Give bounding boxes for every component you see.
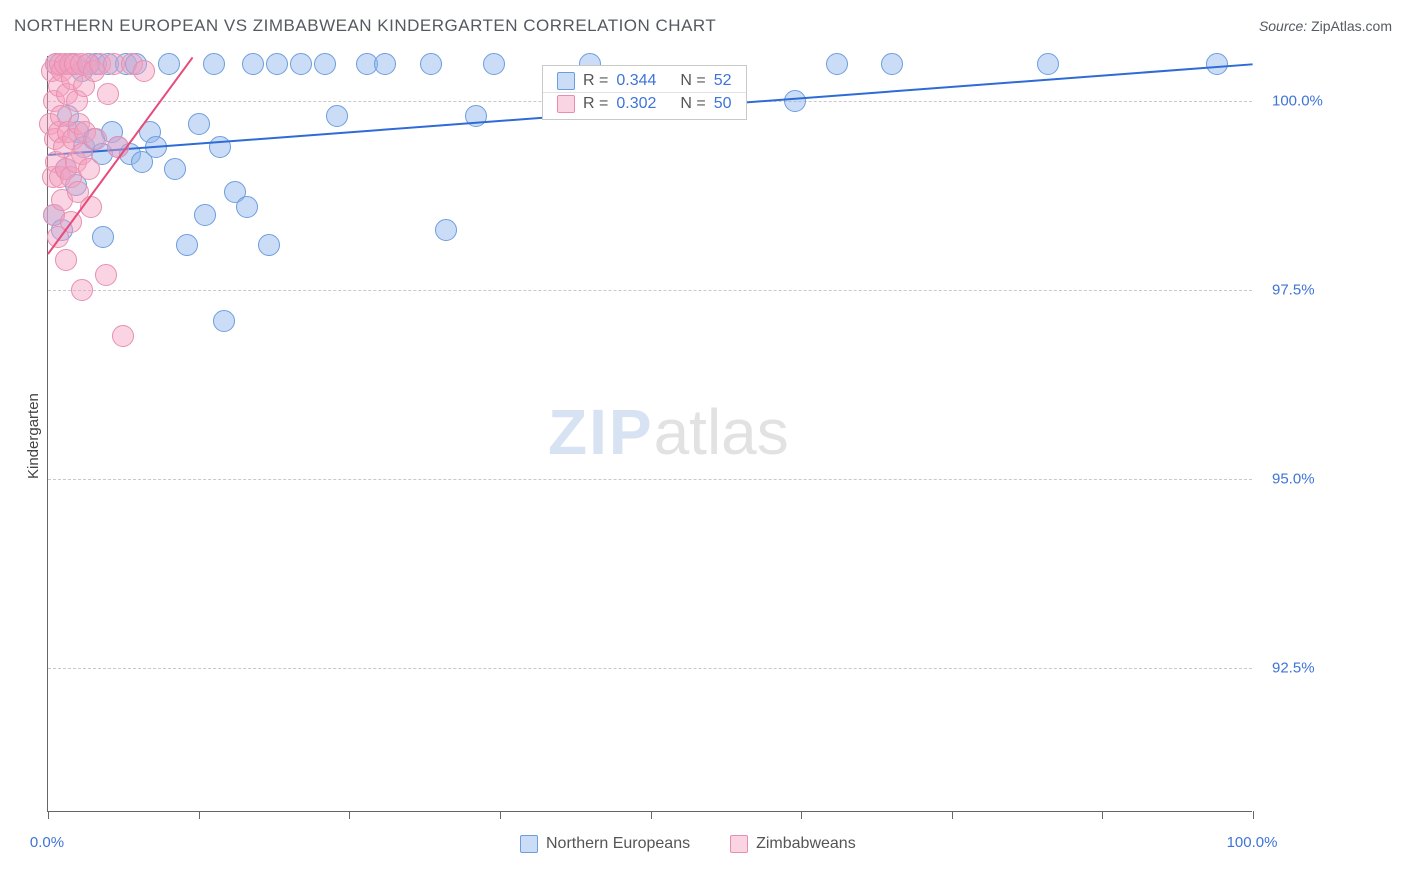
- data-point: [326, 105, 348, 127]
- series-legend: Northern Europeans Zimbabweans: [520, 835, 856, 853]
- r-label: R =: [583, 72, 608, 90]
- data-point: [203, 53, 225, 75]
- data-point: [483, 53, 505, 75]
- data-point: [97, 83, 119, 105]
- r-label: R =: [583, 95, 608, 113]
- x-tick: [349, 811, 350, 819]
- data-point: [92, 226, 114, 248]
- r-value: 0.302: [616, 95, 656, 113]
- n-label: N =: [680, 72, 705, 90]
- x-tick: [1253, 811, 1254, 819]
- x-tick: [801, 811, 802, 819]
- legend-swatch: [557, 95, 575, 113]
- legend-swatch: [520, 835, 538, 853]
- chart-header: NORTHERN EUROPEAN VS ZIMBABWEAN KINDERGA…: [0, 0, 1406, 52]
- data-point: [420, 53, 442, 75]
- source-value: ZipAtlas.com: [1311, 18, 1392, 34]
- r-value: 0.344: [616, 72, 656, 90]
- data-point: [158, 53, 180, 75]
- data-point: [314, 53, 336, 75]
- data-point: [85, 128, 107, 150]
- data-point: [881, 53, 903, 75]
- n-value: 52: [714, 72, 732, 90]
- data-point: [112, 325, 134, 347]
- gridline: [48, 290, 1252, 291]
- stats-legend-row: R = 0.344 N = 52: [543, 70, 746, 92]
- y-tick-label: 95.0%: [1272, 471, 1315, 488]
- data-point: [242, 53, 264, 75]
- data-point: [95, 264, 117, 286]
- x-tick-label: 0.0%: [30, 834, 64, 851]
- data-point: [266, 53, 288, 75]
- x-tick: [500, 811, 501, 819]
- data-point: [784, 90, 806, 112]
- legend-swatch: [557, 72, 575, 90]
- x-tick: [1102, 811, 1103, 819]
- n-label: N =: [680, 95, 705, 113]
- y-tick-label: 100.0%: [1272, 93, 1323, 110]
- data-point: [374, 53, 396, 75]
- legend-item: Zimbabweans: [730, 835, 856, 853]
- data-point: [164, 158, 186, 180]
- data-point: [133, 60, 155, 82]
- data-point: [55, 249, 77, 271]
- data-point: [435, 219, 457, 241]
- chart-title: NORTHERN EUROPEAN VS ZIMBABWEAN KINDERGA…: [14, 16, 716, 36]
- source-attribution: Source: ZipAtlas.com: [1259, 18, 1392, 34]
- legend-item: Northern Europeans: [520, 835, 690, 853]
- data-point: [194, 204, 216, 226]
- stats-legend: R = 0.344 N = 52 R = 0.302 N = 50: [542, 65, 747, 120]
- data-point: [1206, 53, 1228, 75]
- data-point: [71, 279, 93, 301]
- x-tick: [651, 811, 652, 819]
- legend-label: Northern Europeans: [546, 835, 690, 853]
- data-point: [188, 113, 210, 135]
- data-point: [258, 234, 280, 256]
- source-label: Source:: [1259, 18, 1307, 34]
- data-point: [176, 234, 198, 256]
- n-value: 50: [714, 95, 732, 113]
- x-tick: [199, 811, 200, 819]
- stats-legend-row: R = 0.302 N = 50: [543, 92, 746, 115]
- x-tick-label: 100.0%: [1227, 834, 1278, 851]
- legend-label: Zimbabweans: [756, 835, 856, 853]
- data-point: [209, 136, 231, 158]
- gridline: [48, 668, 1252, 669]
- y-tick-label: 92.5%: [1272, 660, 1315, 677]
- y-tick-label: 97.5%: [1272, 282, 1315, 299]
- data-point: [290, 53, 312, 75]
- x-tick: [48, 811, 49, 819]
- y-axis-title: Kindergarten: [25, 393, 42, 479]
- data-point: [213, 310, 235, 332]
- legend-swatch: [730, 835, 748, 853]
- data-point: [236, 196, 258, 218]
- data-point: [1037, 53, 1059, 75]
- plot-area: [47, 56, 1252, 812]
- data-point: [78, 158, 100, 180]
- gridline: [48, 479, 1252, 480]
- x-tick: [952, 811, 953, 819]
- data-point: [826, 53, 848, 75]
